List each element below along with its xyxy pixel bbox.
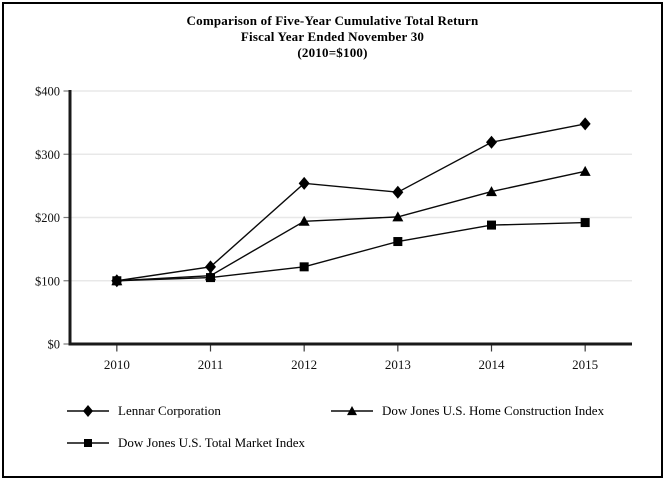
x-tick-label: 2014 bbox=[479, 357, 506, 372]
chart-subtitle: Fiscal Year Ended November 30 bbox=[240, 29, 425, 44]
diamond-marker-icon bbox=[67, 404, 109, 418]
y-tick-label: $200 bbox=[35, 211, 60, 225]
triangle-marker-icon bbox=[331, 404, 373, 418]
legend-marker-glyph bbox=[331, 406, 373, 416]
series-diamond bbox=[111, 117, 591, 288]
x-tick-label: 2010 bbox=[104, 357, 130, 372]
y-tick-label: $400 bbox=[35, 85, 60, 99]
title-block: Comparison of Five-Year Cumulative Total… bbox=[0, 13, 665, 61]
legend-marker-glyph bbox=[67, 405, 109, 417]
x-tick-label: 2011 bbox=[198, 357, 224, 372]
x-tick-label: 2012 bbox=[291, 357, 317, 372]
x-axis: 2010 2011 2012 2013 2014 2015 bbox=[104, 345, 598, 372]
y-tick-label: $300 bbox=[35, 148, 60, 162]
x-tick-label: 2013 bbox=[385, 357, 411, 372]
x-tick-label: 2015 bbox=[572, 357, 598, 372]
legend-label: Dow Jones U.S. Total Market Index bbox=[118, 435, 305, 450]
legend-label: Lennar Corporation bbox=[118, 403, 221, 418]
square-marker-icon bbox=[67, 436, 109, 450]
legend-label: Dow Jones U.S. Home Construction Index bbox=[382, 403, 605, 418]
legend-item-total-market: Dow Jones U.S. Total Market Index bbox=[67, 435, 305, 451]
legend-item-lennar: Lennar Corporation bbox=[67, 403, 221, 419]
chart-basis-note: (2010=$100) bbox=[297, 45, 368, 60]
legend-item-home-construction: Dow Jones U.S. Home Construction Index bbox=[331, 403, 604, 419]
series-square bbox=[112, 218, 590, 286]
y-tick-label: $100 bbox=[35, 274, 60, 288]
y-axis: $0 $100 $200 $300 $400 bbox=[35, 85, 632, 352]
series-triangle bbox=[111, 165, 591, 286]
y-tick-label: $0 bbox=[48, 338, 61, 352]
legend-marker-glyph bbox=[67, 439, 109, 447]
chart-title: Comparison of Five-Year Cumulative Total… bbox=[186, 13, 479, 28]
